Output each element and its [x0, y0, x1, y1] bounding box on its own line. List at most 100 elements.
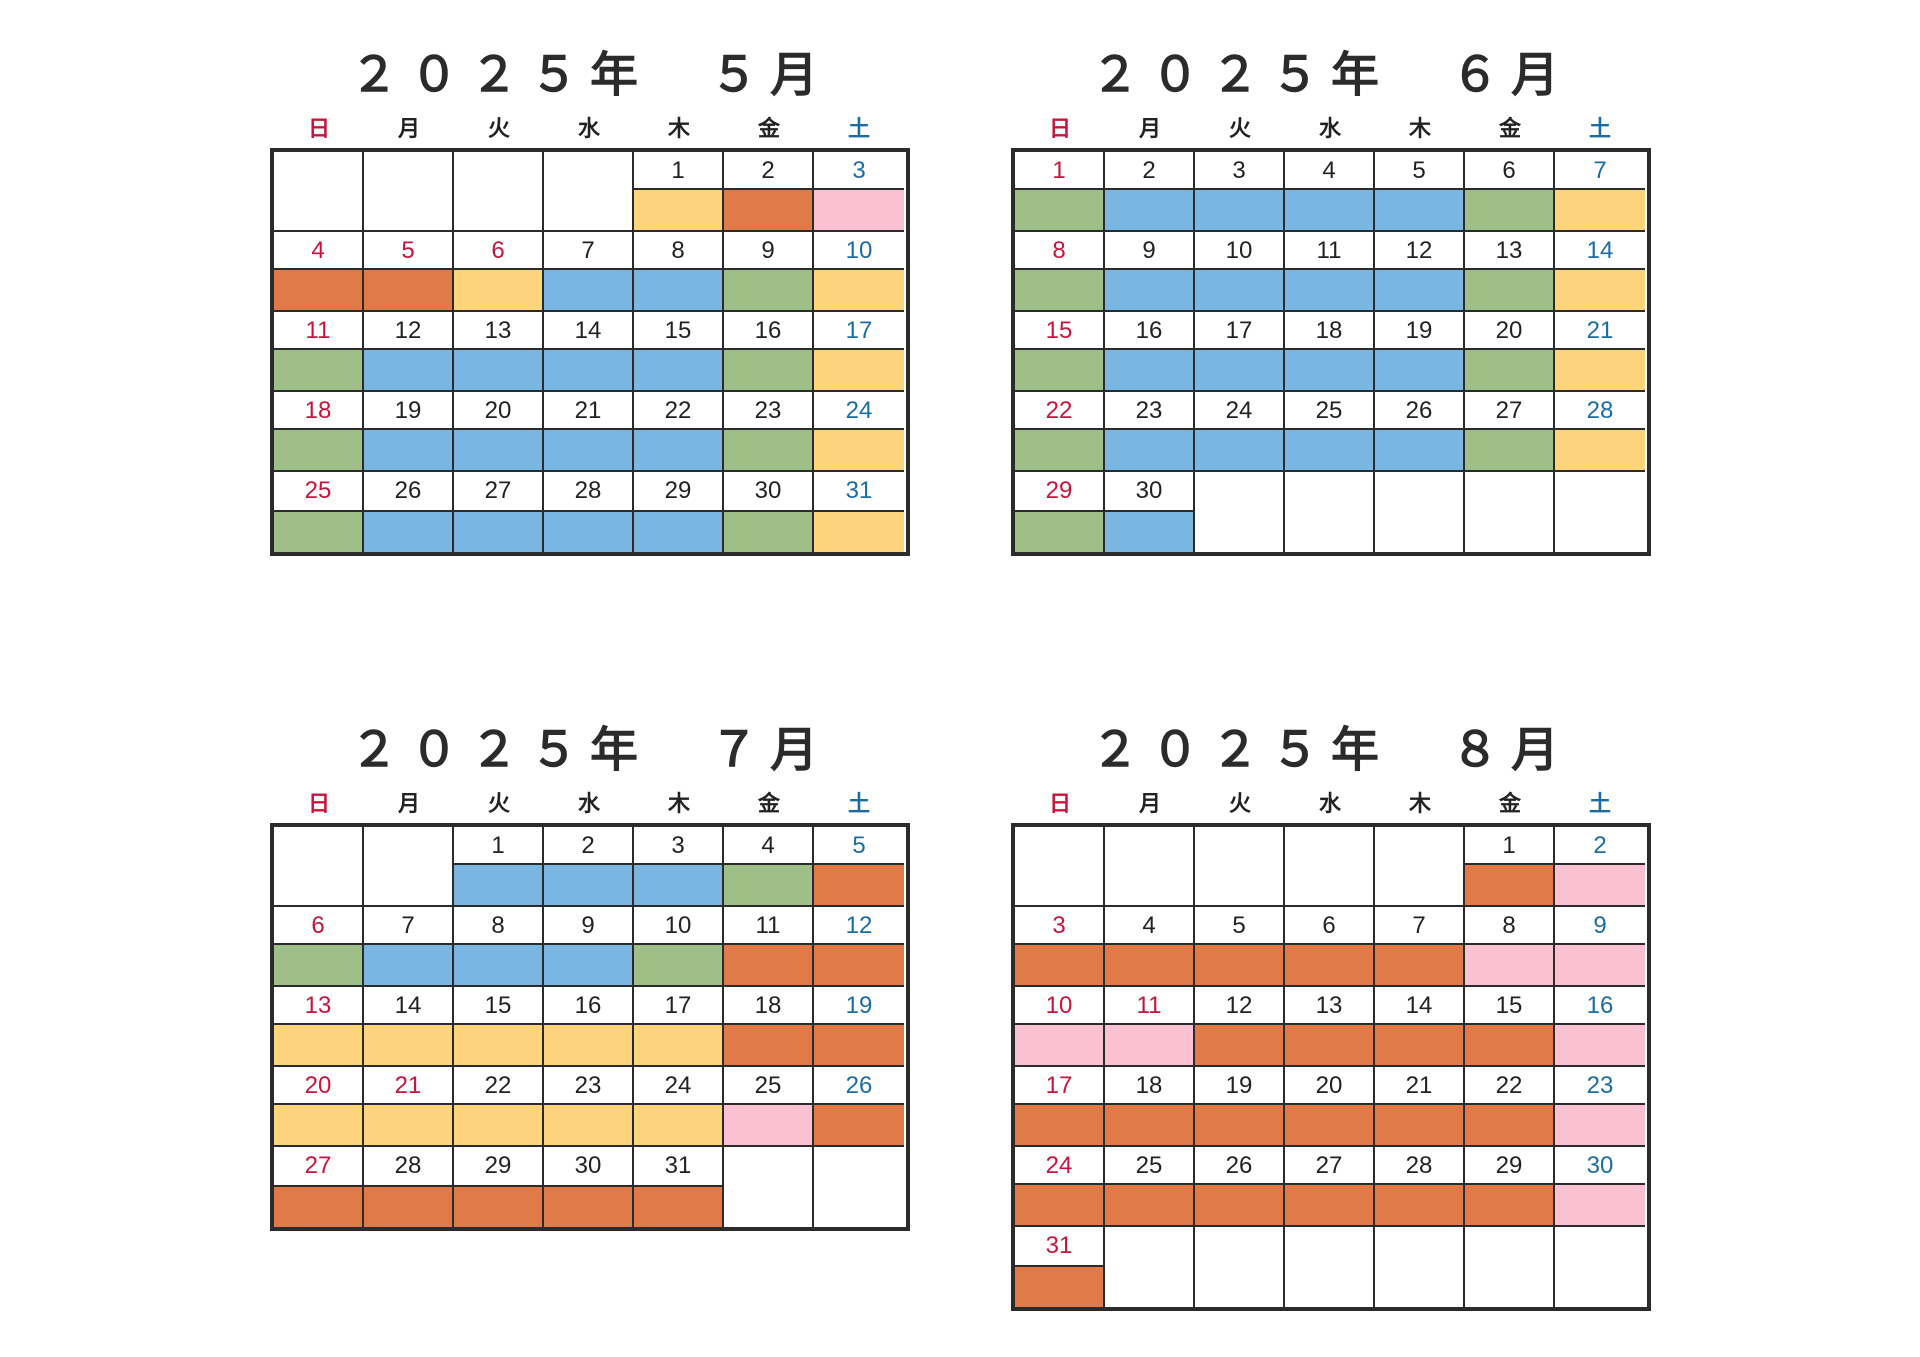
day-cell: 1 — [454, 827, 544, 907]
day-color-band — [1285, 188, 1373, 230]
day-color-band — [364, 1103, 452, 1145]
weekday-header: 日月火水木金土 — [274, 115, 904, 145]
day-color-band — [1555, 428, 1645, 470]
day-cell: 8 — [1015, 232, 1105, 312]
calendar-week: 6 7 8 9 10 11 12 — [274, 907, 906, 987]
day-color-band — [1285, 1183, 1373, 1225]
day-number: 27 — [484, 477, 512, 504]
day-color-band — [454, 1103, 542, 1145]
day-number: 12 — [845, 912, 873, 939]
empty-cell — [1375, 472, 1465, 552]
weekday-label: 木 — [1408, 117, 1431, 142]
empty-cell — [364, 827, 454, 907]
weekday-label: 土 — [847, 792, 870, 817]
day-cell: 25 — [274, 472, 364, 552]
empty-cell — [1465, 1227, 1555, 1307]
day-cell: 20 — [274, 1067, 364, 1147]
day-cell: 6 — [454, 232, 544, 312]
day-cell: 27 — [1285, 1147, 1375, 1227]
day-color-band — [274, 943, 362, 985]
day-cell: 24 — [634, 1067, 724, 1147]
day-color-band — [814, 268, 904, 310]
day-cell: 4 — [274, 232, 364, 312]
month-title: ２０２５年 ７月 — [349, 722, 830, 778]
day-number: 11 — [305, 317, 331, 344]
weekday-label: 金 — [757, 792, 780, 817]
day-number: 25 — [304, 477, 332, 504]
day-number: 29 — [484, 1152, 512, 1179]
day-color-band — [454, 268, 542, 310]
day-number: 19 — [1405, 317, 1433, 344]
day-number: 2 — [1593, 832, 1607, 859]
weekday-label: 木 — [667, 117, 690, 142]
day-cell: 12 — [1375, 232, 1465, 312]
day-cell: 6 — [274, 907, 364, 987]
day-number: 8 — [491, 912, 505, 939]
day-number: 27 — [1495, 397, 1523, 424]
day-cell: 23 — [1555, 1067, 1645, 1147]
day-color-band — [1015, 268, 1103, 310]
empty-cell — [1015, 827, 1105, 907]
calendar-grid: 1 2 3 4 5 6 7 8 9 10 11 12 13 14 15 16 17 18 19 20 21 22 23 24 2… — [1011, 823, 1651, 1311]
weekday-label: 日 — [307, 117, 330, 142]
day-number: 5 — [401, 237, 415, 264]
day-color-band — [1105, 428, 1193, 470]
day-cell: 26 — [364, 472, 454, 552]
day-number: 27 — [1315, 1152, 1343, 1179]
calendar-week: 3 4 5 6 7 8 9 — [1015, 907, 1647, 987]
day-color-band — [634, 188, 722, 230]
day-number: 25 — [1315, 397, 1343, 424]
day-color-band — [274, 1023, 362, 1065]
day-cell: 4 — [1105, 907, 1195, 987]
day-color-band — [1465, 348, 1553, 390]
day-color-band — [274, 268, 362, 310]
day-number: 10 — [664, 912, 692, 939]
empty-cell — [1105, 827, 1195, 907]
day-number: 12 — [1225, 992, 1253, 1019]
day-number: 16 — [1586, 992, 1614, 1019]
day-color-band — [454, 428, 542, 470]
day-number: 4 — [1142, 912, 1156, 939]
day-number: 9 — [1593, 912, 1607, 939]
day-cell: 30 — [544, 1147, 634, 1227]
day-color-band — [364, 943, 452, 985]
day-color-band — [274, 510, 362, 552]
day-number: 4 — [761, 832, 775, 859]
day-cell: 7 — [544, 232, 634, 312]
day-color-band — [1375, 268, 1463, 310]
day-cell: 20 — [454, 392, 544, 472]
day-color-band — [1195, 348, 1283, 390]
day-cell: 15 — [454, 987, 544, 1067]
day-number: 21 — [1586, 317, 1614, 344]
day-number: 31 — [845, 477, 873, 504]
day-cell: 6 — [1285, 907, 1375, 987]
empty-cell — [274, 152, 364, 232]
day-color-band — [364, 428, 452, 470]
weekday-label: 日 — [1048, 117, 1071, 142]
calendar-week: 8 9 10 11 12 13 14 — [1015, 232, 1647, 312]
day-cell: 23 — [724, 392, 814, 472]
day-cell: 11 — [1285, 232, 1375, 312]
day-cell: 22 — [454, 1067, 544, 1147]
day-color-band — [724, 943, 812, 985]
day-cell: 8 — [454, 907, 544, 987]
day-number: 16 — [1135, 317, 1163, 344]
day-color-band — [1375, 1023, 1463, 1065]
day-number: 4 — [1322, 157, 1336, 184]
weekday-label: 火 — [1228, 792, 1251, 817]
day-cell: 19 — [364, 392, 454, 472]
day-color-band — [1375, 1103, 1463, 1145]
day-color-band — [1105, 1103, 1193, 1145]
day-cell: 13 — [1465, 232, 1555, 312]
day-color-band — [1195, 1103, 1283, 1145]
day-cell: 22 — [1015, 392, 1105, 472]
day-number: 30 — [754, 477, 782, 504]
day-cell: 14 — [544, 312, 634, 392]
day-cell: 25 — [1105, 1147, 1195, 1227]
calendar-grid: 1 2 3 4 5 6 7 8 9 10 11 12 13 14 15 16 17 18 19 20 21 22 23 24 2… — [1011, 148, 1651, 556]
empty-cell — [1195, 827, 1285, 907]
day-cell: 5 — [364, 232, 454, 312]
day-color-band — [454, 510, 542, 552]
day-number: 6 — [1322, 912, 1336, 939]
day-cell: 3 — [1015, 907, 1105, 987]
